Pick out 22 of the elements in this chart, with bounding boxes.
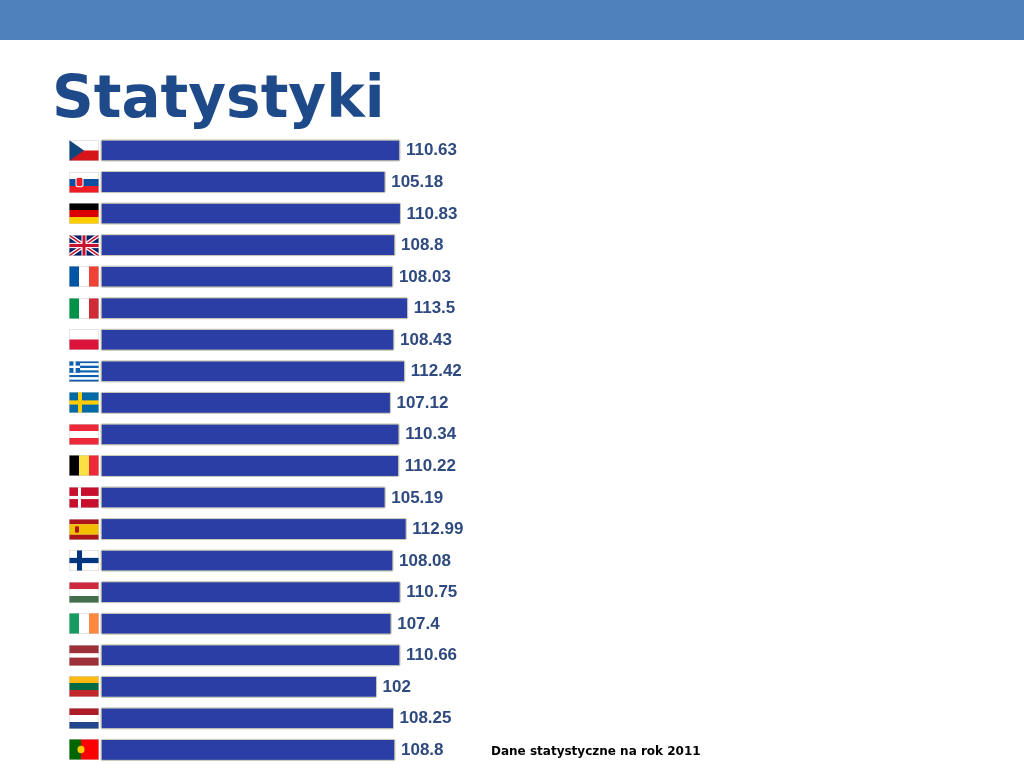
data-label: 108.08 xyxy=(399,550,451,570)
data-label: 110.34 xyxy=(405,424,457,444)
data-label: 110.63 xyxy=(405,140,457,160)
chart-title: Statystyki xyxy=(52,62,385,131)
text: Dane statystyczne na rok 2011 xyxy=(491,744,701,758)
data-label: 105.18 xyxy=(391,172,444,192)
data-label: 105.19 xyxy=(391,487,444,507)
data-label: 102 xyxy=(382,676,411,696)
data-label: 108.8 xyxy=(400,235,444,255)
data-label: 108.03 xyxy=(398,266,451,286)
data-label: 110.75 xyxy=(406,582,458,602)
data-label: 107.12 xyxy=(396,392,449,412)
data-label: 108.8 xyxy=(400,739,444,759)
data-label: 108.43 xyxy=(399,329,452,349)
data-label: 112.42 xyxy=(410,361,462,381)
data-label: 110.22 xyxy=(404,455,456,475)
data-label: 112.99 xyxy=(412,519,464,539)
data-label: 107.4 xyxy=(397,613,441,633)
data-label: 110.83 xyxy=(406,203,458,223)
data-label: 113.5 xyxy=(413,298,456,318)
data-label: 108.25 xyxy=(399,708,452,728)
data-label: 110.66 xyxy=(406,645,458,665)
